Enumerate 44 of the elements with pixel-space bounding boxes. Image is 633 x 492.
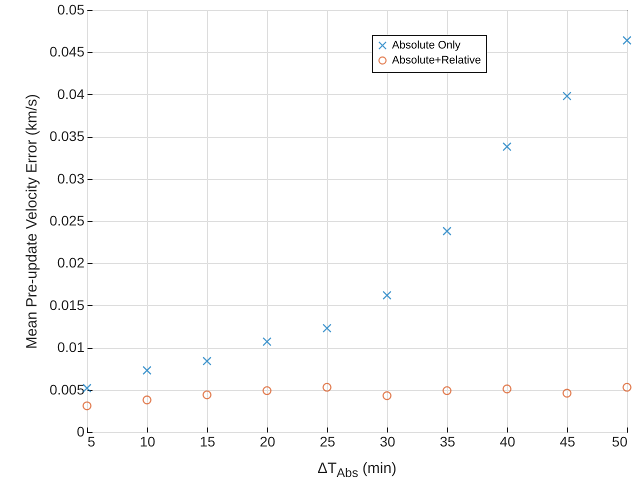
y-tick-label: 0.01 bbox=[57, 339, 85, 356]
x-tick-label: 40 bbox=[500, 434, 516, 450]
point bbox=[262, 386, 272, 396]
x-tick-label: 20 bbox=[260, 434, 276, 450]
x-tick-label: 35 bbox=[440, 434, 456, 450]
point bbox=[82, 401, 92, 410]
point bbox=[442, 226, 452, 236]
y-tick-label: 0.015 bbox=[49, 296, 85, 313]
x-tick-label: 15 bbox=[200, 434, 216, 450]
x-tick-label: 5 bbox=[88, 434, 96, 450]
point bbox=[202, 356, 212, 366]
point bbox=[142, 395, 152, 404]
x-tick-label: 45 bbox=[560, 434, 576, 450]
point bbox=[262, 337, 272, 346]
y-tick-label: 0.04 bbox=[57, 86, 85, 102]
point bbox=[382, 391, 392, 400]
x-tick-label: 50 bbox=[612, 434, 628, 450]
point bbox=[322, 382, 332, 392]
point bbox=[562, 92, 572, 101]
y-tick-label: 0.025 bbox=[49, 212, 85, 228]
x-tick-label: 10 bbox=[140, 434, 156, 450]
y-tick-label: 0.03 bbox=[57, 170, 85, 186]
point bbox=[502, 384, 512, 394]
x-axis-title: ΔT$_{Abs}$ (min) bbox=[316, 460, 398, 480]
y-tick-label: 0.02 bbox=[57, 254, 85, 271]
y-tick-label: 0.005 bbox=[49, 381, 85, 398]
y-tick-label: 0.045 bbox=[49, 44, 85, 60]
y-tick-label: 0.035 bbox=[49, 128, 85, 144]
point bbox=[502, 142, 512, 152]
y-axis-title: Mean Pre-update Velocity Error (km/s) bbox=[23, 94, 40, 350]
legend-label: Absolute+Relative bbox=[392, 54, 481, 66]
x-tick-label: 30 bbox=[380, 434, 396, 450]
legend-label: Absolute Only bbox=[392, 40, 461, 52]
y-tick-label: 0.05 bbox=[57, 2, 85, 18]
point bbox=[562, 388, 572, 398]
point bbox=[622, 36, 632, 45]
x-tick-label: 25 bbox=[320, 434, 336, 450]
y-tick-label: 0 bbox=[76, 424, 85, 440]
point bbox=[622, 382, 632, 392]
point bbox=[142, 366, 152, 375]
point bbox=[442, 386, 452, 396]
point bbox=[322, 324, 332, 333]
point bbox=[382, 290, 392, 300]
point bbox=[202, 390, 212, 400]
